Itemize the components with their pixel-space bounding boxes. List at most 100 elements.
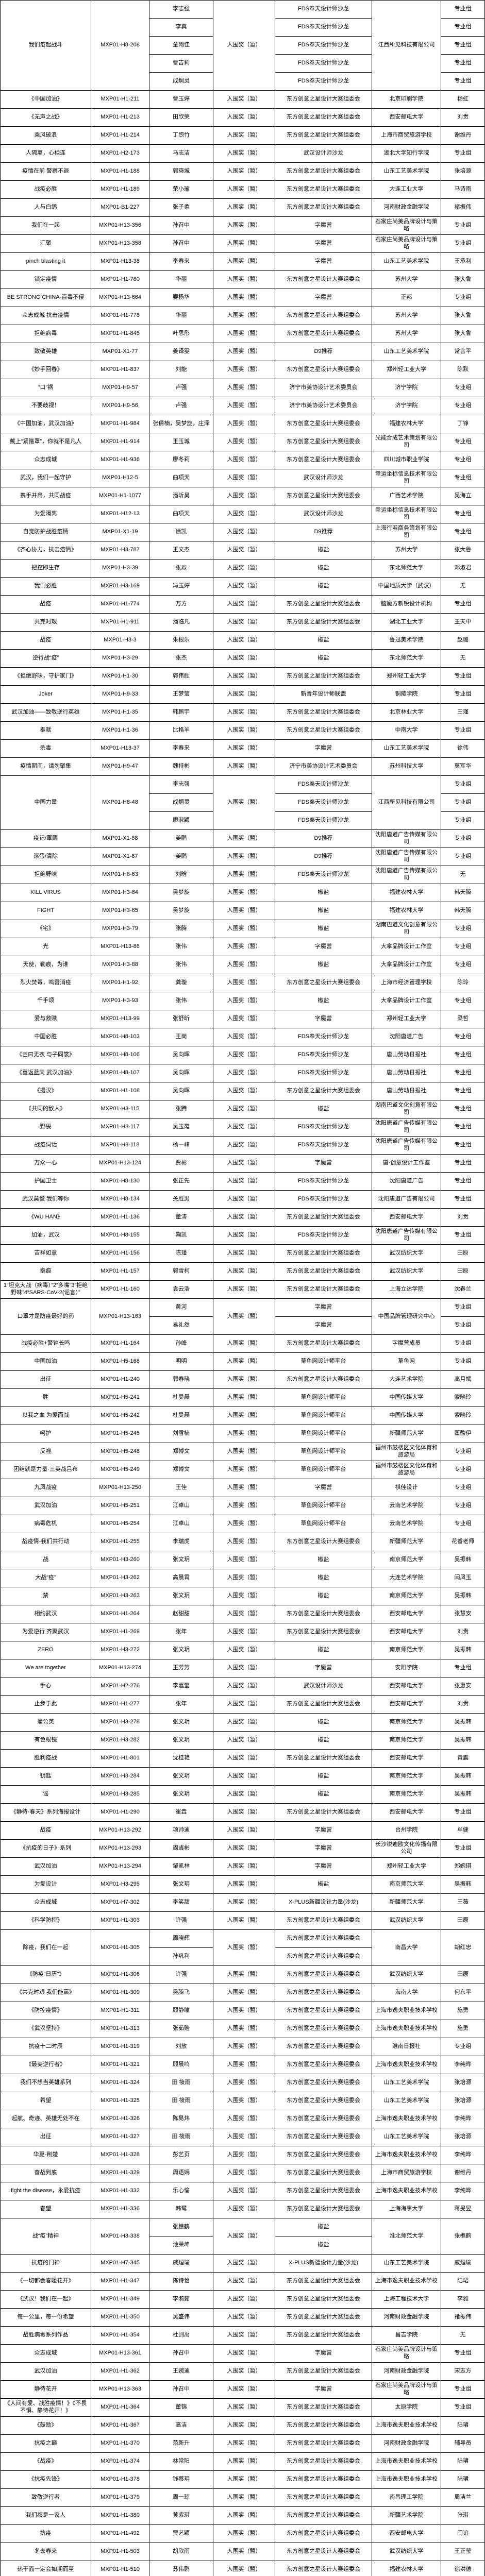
author-cell: 李志强 [149,0,213,19]
org-cell: FDS奉天设计师沙龙 [275,811,372,830]
org-cell: 东方创意之星设计大赛组委会 [275,2128,372,2146]
school-cell: 西安邮电大学 [372,1695,441,1714]
tutor-cell: 董馥伊 [441,1425,485,1443]
title-cell: 团结就是力量·三英战吕布 [0,1461,91,1479]
award-cell: 入围奖（暂） [213,2506,275,2525]
org-cell: 东方创意之星设计大赛组委会 [275,307,372,325]
tutor-cell: 辅导员 [441,2434,485,2453]
school-cell: 祺佳设计 [372,1479,441,1497]
school-cell: 沈阳唐道广告 [372,1172,441,1191]
school-cell: 上海市逸夫职业技术学校 [372,2002,441,2020]
org-cell: 东方创意之星设计大赛组委会 [275,1803,372,1822]
title-cell: 热干面一定会如期而至 [0,2561,91,2576]
code-cell: MXP01-H1-774 [91,595,149,614]
school-cell: 武汉纺织大学 [372,1262,441,1281]
tutor-cell: 专业组 [441,0,485,19]
title-cell: 《人间有爱、战胜疫情！》《不畏不惧、静待花开！》 [0,2398,91,2417]
org-cell: 字魔营 [275,739,372,758]
author-cell: 王佳 [149,1479,213,1497]
org-cell: 东方创意之星设计大赛组委会 [275,1749,372,1768]
tutor-cell: 吴振韩 [441,1875,485,1894]
table-row: 《静待·春天》系列海报设计 MXP01-H1-290 崔垚 入围奖（暂） 东方创意之星设… [0,1803,485,1822]
org-cell: 东方创意之星设计大赛组委会 [275,2038,372,2056]
code-cell: MXP01-H1-30 [91,667,149,686]
tutor-cell: 专业组 [441,1028,485,1046]
author-cell: 张子柔 [149,198,213,217]
award-cell: 入围奖（暂） [213,2416,275,2435]
table-row: 万众一心 MXP01-H13-124 贾彬 入围奖（暂） 字魔营 唐·创意设计工作室 专业组 [0,1154,485,1173]
author-cell: 杜昊晨 [149,1406,213,1425]
author-cell: 顾晨鸣 [149,2056,213,2074]
title-cell: 逆行战“疫” [0,649,91,668]
tutor-cell: 吴振韩 [441,1587,485,1605]
table-row: 《齐心协力，抗击疫情》 MXP01-H3-787 王文杰 入围奖（暂） 椒盐 苏州大学 张大… [0,541,485,560]
school-cell: 上海行若商务策划有限公司 [372,523,441,541]
code-cell: MXP01-H13-356 [91,216,149,235]
award-cell: 入围奖（暂） [213,487,275,505]
award-cell: 入围奖（暂） [213,2326,275,2345]
award-cell: 入围奖（暂） [213,1262,275,1281]
table-row: 锁定疫情 MXP01-H1-780 华丽 入围奖（暂） 东方创意之星设计大赛组委会 苏州大… [0,270,485,289]
school-cell: 东北师范大学 [372,559,441,578]
tutor-cell: 田原 [441,1965,485,1984]
tutor-cell: 专业组 [441,18,485,37]
table-row: 致敬逆行者 MXP01-H1-379 周一琼 入围奖（暂） 东方创意之星设计大赛组委会南… [0,2488,485,2507]
table-row: BE STRONG CHINA-百毒不侵 MXP01-H13-664 要杨华 入围奖（… [0,289,485,307]
code-cell: MXP01-H8-134 [91,1190,149,1209]
title-cell: 战疫词话 [0,1136,91,1155]
school-cell: 苏州大学 [372,541,441,560]
org-cell: 东方创意之星设计大赛组委会 [275,1947,372,1966]
award-cell: 入围奖（暂） [213,1190,275,1209]
author-cell: 孙召中 [149,2344,213,2363]
table-row: 《一切都会春暖花开》 MXP01-H1-347 陈诗怡 入围奖（暂） 东方创意之星设计大… [0,2272,485,2291]
award-cell: 入围奖（暂） [213,216,275,235]
table-row: 冬去春来 MXP01-H1-503 胡欣雨 入围奖（暂） 东方创意之星设计大赛组委会 武汉… [0,2543,485,2561]
tutor-cell: 李纯晔 [441,2146,485,2164]
award-cell: 入围奖（暂） [213,1172,275,1191]
author-cell: 刘放 [149,2038,213,2056]
org-cell: 字魔营 [275,1857,372,1876]
code-cell: MXP01-H1-326 [91,2110,149,2128]
code-cell: MXP01-H13-664 [91,289,149,307]
school-cell: 武汉纺织大学 [372,1244,441,1263]
school-cell: 上海市商贸旅游学校 [372,2164,441,2182]
award-cell: 入围奖（暂） [213,631,275,650]
tutor-cell: 刘贵 [441,1623,485,1641]
award-cell: 入围奖（暂） [213,1154,275,1173]
table-row: 战疫 MXP01-H1-774 万方 入围奖（暂） 东方创意之星设计大赛组委会 脑魔方新锐… [0,595,485,614]
title-cell: 抗疫十二时辰 [0,2038,91,2056]
org-cell: 东方创意之星设计大赛组委会 [275,703,372,722]
award-cell: 入围奖（暂） [213,2272,275,2291]
title-cell: 自觉防护战胜疫情 [0,523,91,541]
code-cell: MXP01-H1-780 [91,270,149,289]
tutor-cell: 谢维丹 [441,126,485,145]
award-cell: 入围奖（暂） [213,1641,275,1659]
school-cell: 南京师范大学 [372,1641,441,1659]
org-cell: 东方创意之星设计大赛组委会 [275,1929,372,1948]
code-cell: MXP01-H1-277 [91,1695,149,1714]
tutor-cell: 专业组 [441,2344,485,2363]
org-cell: D9推荐 [275,848,372,866]
author-cell: 李真 [149,18,213,37]
school-cell: 河南财政金融学院 [372,2308,441,2327]
org-cell: 东方创意之星设计大赛组委会 [275,1911,372,1930]
author-cell: 钱蔡玥 [149,2470,213,2489]
code-cell: MXP01-H3-263 [91,1587,149,1605]
award-cell: 入围奖（暂） [213,1569,275,1587]
award-cell: 入围奖（暂） [213,1929,275,1966]
org-cell: 椒盐 [275,1713,372,1732]
school-cell: 郑州轻工业大学 [372,361,441,379]
table-row: 抗疫的门神 MXP01-H7-345 戚烜瑜 入围奖（暂） X-PLUS新疆设计力量(沙… [0,2254,485,2273]
author-cell: 陈诗怡 [149,2272,213,2291]
school-cell: 郑州轻工业大学 [372,1010,441,1028]
author-cell: 杜昊晨 [149,1388,213,1407]
org-cell: 椒盐 [275,902,372,920]
tutor-cell: 胡红忠 [441,1929,485,1966]
tutor-cell: 专业组 [441,216,485,235]
org-cell: 草鱼网设计师平台 [275,1406,372,1425]
school-cell: 上海市逸夫职业技术学校 [372,2146,441,2164]
award-cell: 入围奖（暂） [213,1244,275,1263]
author-cell: 吴向晖 [149,1046,213,1064]
author-cell: 池荣坤 [149,2236,213,2255]
org-cell: D9推荐 [275,343,372,361]
